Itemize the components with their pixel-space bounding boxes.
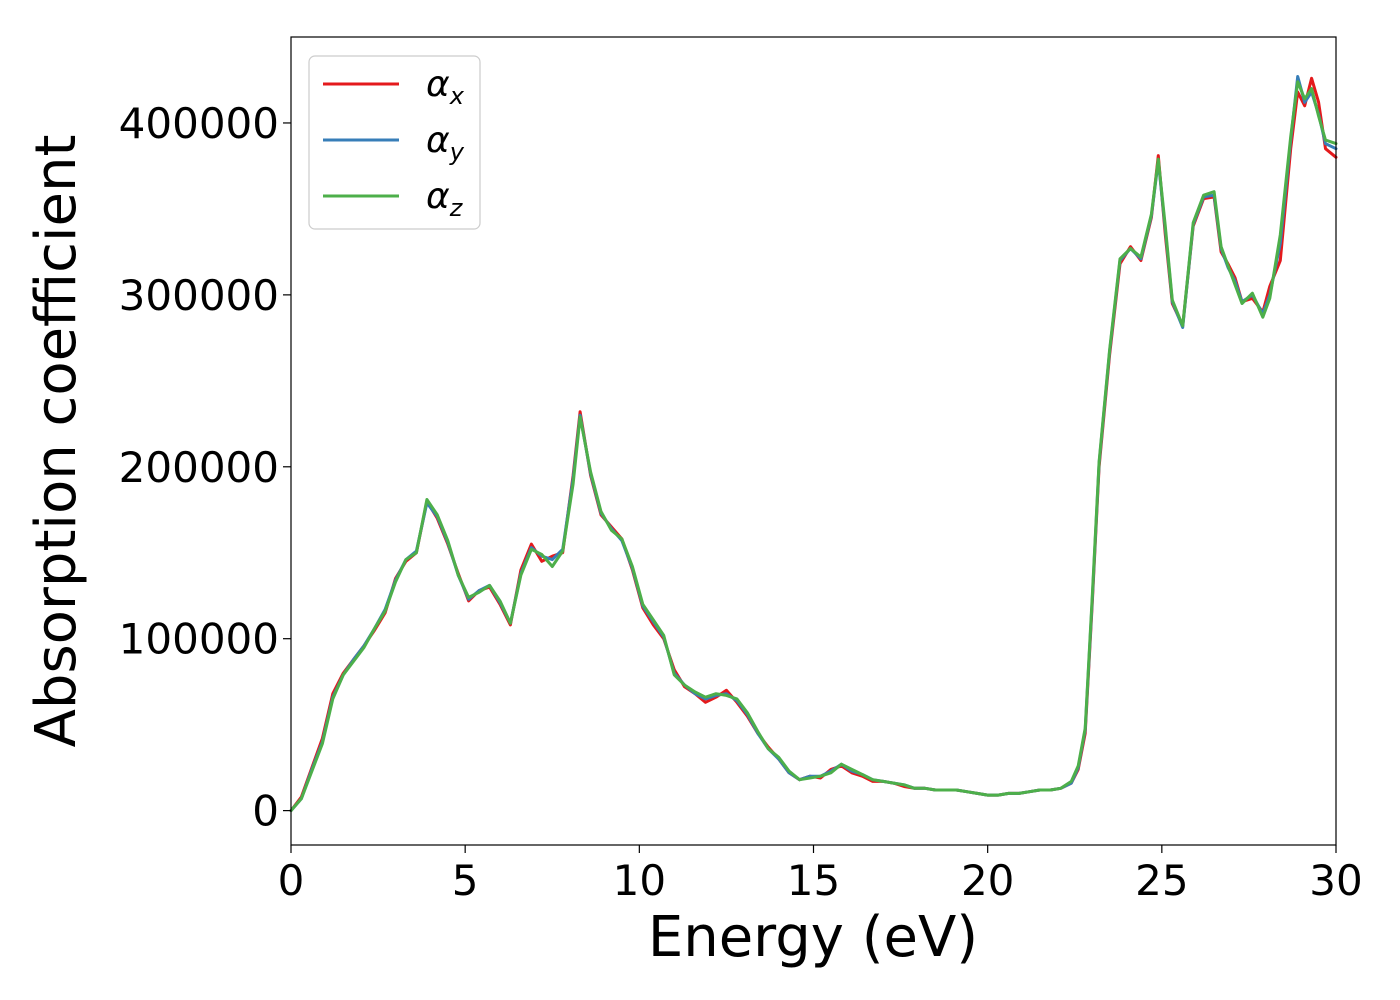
x-axis-label: Energy (eV) xyxy=(648,905,978,970)
x-tick-label: 20 xyxy=(961,856,1014,905)
legend-label-3: αz xyxy=(426,176,464,222)
y-tick-label: 200000 xyxy=(119,443,279,492)
y-tick-label: 400000 xyxy=(119,99,279,148)
x-tick-label: 30 xyxy=(1309,856,1362,905)
y-axis: 0 100000 200000 300000 400000 xyxy=(119,99,291,836)
x-tick-label: 25 xyxy=(1135,856,1188,905)
legend-label-2: αy xyxy=(426,120,465,166)
x-tick-label: 15 xyxy=(787,856,840,905)
y-axis-label: Absorption coefficient xyxy=(24,135,89,748)
series-line-3 xyxy=(289,80,1338,813)
legend-frame xyxy=(308,55,481,230)
y-tick-label: 300000 xyxy=(119,271,279,320)
x-tick-label: 0 xyxy=(278,856,305,905)
x-axis: 0 5 10 15 20 25 30 xyxy=(278,845,1363,905)
y-tick-label: 0 xyxy=(252,787,279,836)
legend: αx αy αz xyxy=(308,55,481,230)
y-tick-label: 100000 xyxy=(119,615,279,664)
series-layer xyxy=(289,75,1338,813)
x-tick-label: 5 xyxy=(452,856,479,905)
x-tick-label: 10 xyxy=(613,856,666,905)
legend-label-1: αx xyxy=(426,64,465,110)
